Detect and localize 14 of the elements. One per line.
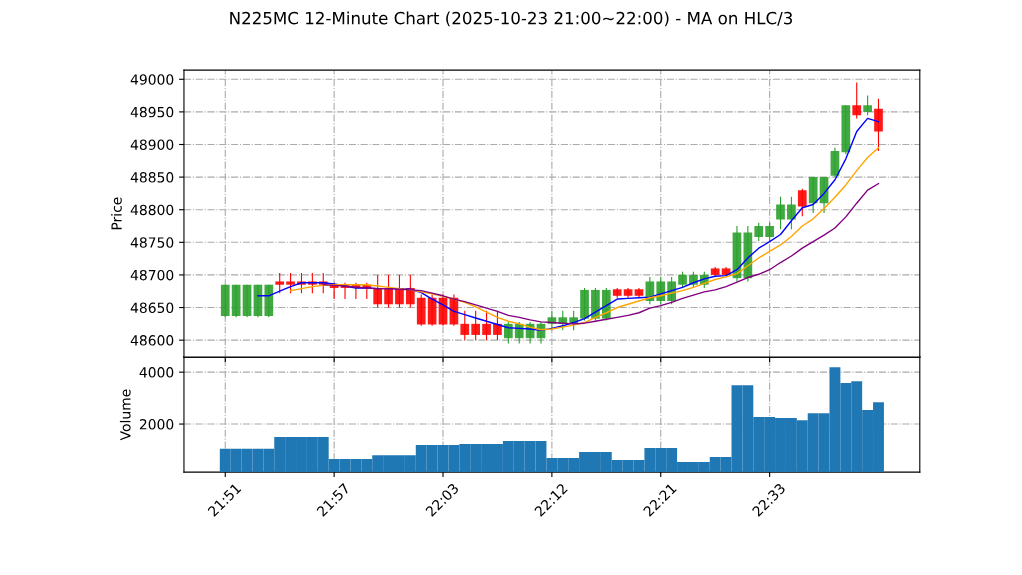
y-tick-label: 48700 [130, 269, 174, 281]
y-tick-label: 2000 [139, 419, 174, 430]
y-tick-label: 49000 [130, 74, 174, 85]
y-tick-label: 48850 [130, 172, 174, 183]
chart-title: N225MC 12-Minute Chart (2025-10-23 21:00~22:00) - MA on HLC/3 [230, 11, 793, 27]
y-axis-title: Price [111, 197, 122, 230]
y-tick-label: 48650 [130, 302, 174, 314]
y-tick-label: 4000 [139, 367, 174, 378]
y-tick-label: 48750 [130, 237, 174, 248]
y-tick-label: 48900 [130, 139, 174, 150]
y-tick-label: 48950 [130, 106, 174, 118]
y-tick-label: 48800 [130, 204, 174, 216]
y-axis-title: Volume [119, 389, 131, 441]
y-tick-label: 48600 [130, 335, 174, 346]
